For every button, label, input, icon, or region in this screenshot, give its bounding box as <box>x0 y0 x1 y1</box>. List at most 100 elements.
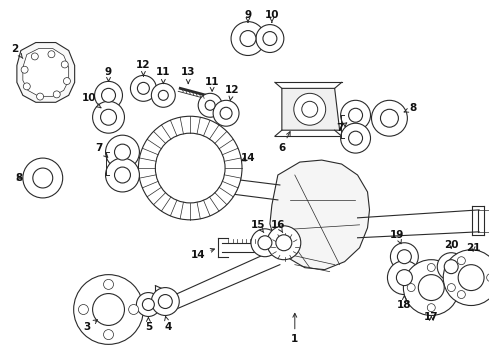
Circle shape <box>273 235 297 259</box>
Text: 16: 16 <box>270 220 285 233</box>
Circle shape <box>437 253 465 280</box>
Circle shape <box>105 135 140 169</box>
Text: 3: 3 <box>83 320 98 332</box>
Circle shape <box>407 284 415 292</box>
Circle shape <box>136 293 160 316</box>
Circle shape <box>231 22 265 55</box>
Circle shape <box>151 288 179 315</box>
Circle shape <box>397 250 412 264</box>
Circle shape <box>48 51 55 58</box>
Circle shape <box>443 250 490 306</box>
Circle shape <box>198 93 222 117</box>
Circle shape <box>380 109 398 127</box>
Text: 4: 4 <box>165 316 172 332</box>
Text: 17: 17 <box>424 312 439 323</box>
Polygon shape <box>270 160 369 270</box>
Circle shape <box>341 123 370 153</box>
Text: 1: 1 <box>291 313 298 345</box>
Text: 18: 18 <box>397 296 412 310</box>
Circle shape <box>103 279 114 289</box>
Polygon shape <box>17 42 74 102</box>
Circle shape <box>294 93 326 125</box>
Circle shape <box>427 264 435 271</box>
Text: 9: 9 <box>245 10 251 22</box>
Text: 12: 12 <box>136 60 150 76</box>
Text: 10: 10 <box>81 93 101 108</box>
Text: 14: 14 <box>241 153 255 163</box>
Circle shape <box>348 131 363 145</box>
Circle shape <box>137 82 149 94</box>
Circle shape <box>458 265 484 291</box>
Circle shape <box>457 257 465 265</box>
Circle shape <box>487 274 490 282</box>
Text: 7: 7 <box>95 143 108 157</box>
Text: 19: 19 <box>390 230 405 244</box>
Circle shape <box>427 304 435 312</box>
Text: 9: 9 <box>105 67 112 81</box>
Circle shape <box>302 101 318 117</box>
Circle shape <box>37 93 44 100</box>
Text: 2: 2 <box>11 44 23 58</box>
Text: 8: 8 <box>15 173 23 183</box>
Circle shape <box>263 32 277 45</box>
Circle shape <box>61 61 68 68</box>
Text: 12: 12 <box>225 85 239 101</box>
Text: 20: 20 <box>444 240 459 250</box>
Circle shape <box>115 167 130 183</box>
Circle shape <box>93 293 124 325</box>
Circle shape <box>95 81 122 109</box>
Circle shape <box>240 31 256 46</box>
Circle shape <box>403 260 459 315</box>
Circle shape <box>276 235 292 251</box>
Circle shape <box>220 107 232 119</box>
Circle shape <box>158 294 172 309</box>
Circle shape <box>63 78 71 85</box>
Circle shape <box>33 168 53 188</box>
Circle shape <box>213 100 239 126</box>
Text: 15: 15 <box>251 220 265 233</box>
Circle shape <box>138 116 242 220</box>
Circle shape <box>341 100 370 130</box>
Polygon shape <box>23 49 69 96</box>
Circle shape <box>388 261 421 294</box>
Circle shape <box>371 100 407 136</box>
Text: 7: 7 <box>336 123 347 133</box>
Circle shape <box>348 108 363 122</box>
Circle shape <box>74 275 144 345</box>
Text: 21: 21 <box>466 243 480 253</box>
Circle shape <box>418 275 444 301</box>
Circle shape <box>151 84 175 107</box>
Circle shape <box>457 291 465 298</box>
Circle shape <box>143 298 154 310</box>
Circle shape <box>205 100 215 110</box>
Text: 14: 14 <box>191 248 215 260</box>
Circle shape <box>396 270 413 285</box>
Circle shape <box>31 53 38 60</box>
Circle shape <box>53 91 60 98</box>
Circle shape <box>258 236 272 250</box>
Text: 5: 5 <box>145 317 152 332</box>
Circle shape <box>21 66 28 73</box>
Circle shape <box>115 144 130 160</box>
Text: 6: 6 <box>278 132 290 153</box>
Text: 11: 11 <box>156 67 171 84</box>
Circle shape <box>129 305 139 315</box>
Circle shape <box>105 158 140 192</box>
Text: 8: 8 <box>404 103 417 113</box>
Circle shape <box>267 226 301 260</box>
Circle shape <box>24 83 30 90</box>
Circle shape <box>447 284 455 292</box>
Polygon shape <box>282 88 340 130</box>
Circle shape <box>100 109 117 125</box>
Circle shape <box>103 330 114 339</box>
Circle shape <box>155 133 225 203</box>
Text: 10: 10 <box>265 10 279 22</box>
Circle shape <box>391 243 418 271</box>
Circle shape <box>93 101 124 133</box>
Circle shape <box>78 305 88 315</box>
Text: 13: 13 <box>181 67 196 84</box>
Circle shape <box>158 90 168 100</box>
Circle shape <box>251 229 279 257</box>
Circle shape <box>256 24 284 53</box>
Circle shape <box>130 75 156 101</box>
